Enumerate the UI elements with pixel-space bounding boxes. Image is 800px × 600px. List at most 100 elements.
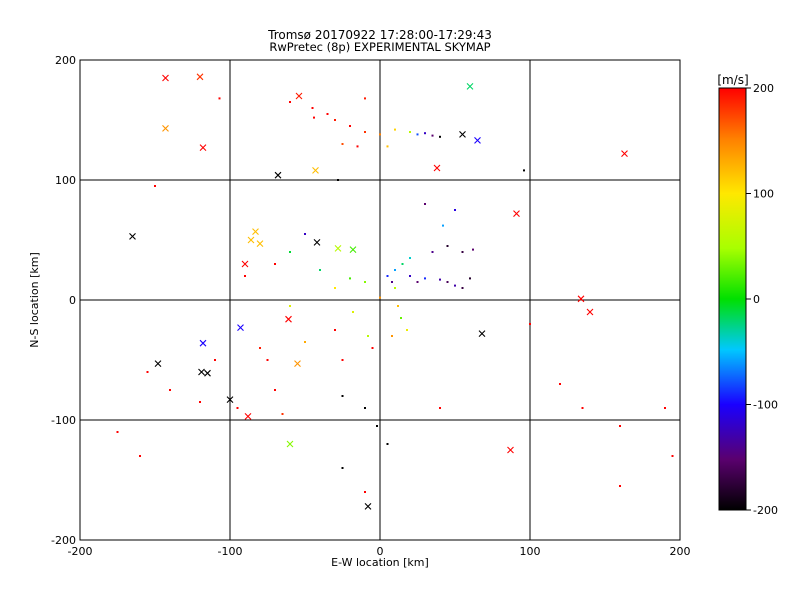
data-point-x (226, 396, 234, 403)
x-tick-label: -100 (218, 545, 243, 558)
data-point-dot (274, 263, 276, 265)
y-tick-label: -200 (51, 534, 76, 547)
x-tick-label: 100 (520, 545, 541, 558)
data-point-x (244, 413, 252, 420)
data-point-x (295, 92, 303, 100)
data-point-dot (337, 179, 339, 181)
data-point-x (274, 171, 282, 179)
x-axis-label: E-W location [km] (331, 556, 429, 569)
data-point-dot (671, 455, 674, 457)
data-point-dot (619, 485, 621, 487)
data-point-dot (397, 305, 399, 307)
data-point-dot (304, 233, 306, 235)
data-point-dot (406, 329, 408, 331)
data-point-x (466, 83, 474, 90)
data-point-dot (364, 491, 366, 493)
colorbar-label: [m/s] (717, 73, 748, 87)
data-point-dot (266, 359, 269, 361)
data-point-dot (169, 389, 171, 391)
data-point-dot (364, 131, 366, 133)
data-point-dot (439, 135, 441, 138)
data-point-x (129, 233, 136, 240)
data-point-dot (446, 281, 449, 283)
data-point-dot (400, 317, 402, 319)
colorbar-tick-label: -100 (753, 399, 778, 412)
data-point-x (252, 228, 259, 235)
data-point-x (459, 131, 466, 138)
data-point-x (478, 330, 486, 337)
data-point-dot (139, 455, 141, 457)
x-tick-labels: -200 -100 0 100 200 (68, 545, 691, 558)
data-point-x (349, 246, 357, 253)
data-point-dot (341, 143, 344, 145)
colorbar-tick-label: 200 (753, 82, 774, 95)
data-point-x (204, 369, 211, 377)
y-tick-label: -100 (51, 414, 76, 427)
data-point-dot (409, 131, 411, 133)
data-point-dot (116, 431, 119, 433)
data-point-dot (391, 281, 393, 283)
colorbar-tick-label: 100 (753, 188, 774, 201)
data-point-dot (439, 278, 441, 281)
data-point-dot (313, 116, 315, 119)
data-point-x (312, 167, 319, 174)
data-point-x (294, 360, 301, 367)
data-point-x (513, 210, 520, 217)
data-point-x (433, 164, 441, 172)
data-point-x (199, 144, 207, 151)
data-point-dot (461, 287, 464, 289)
data-point-dot (349, 125, 351, 127)
colorbar-tick-label: 0 (753, 293, 760, 306)
data-point-dot (386, 443, 389, 445)
data-point-dot (236, 407, 239, 409)
data-point-dot (431, 251, 434, 253)
data-point-x (247, 236, 255, 244)
data-points (116, 73, 674, 510)
data-point-dot (409, 257, 411, 259)
data-point-dot (334, 329, 336, 331)
data-point-dot (326, 113, 329, 115)
data-point-dot (394, 287, 396, 289)
data-point-x (196, 73, 204, 81)
data-point-dot (199, 401, 201, 403)
data-point-dot (281, 413, 284, 415)
data-point-x (621, 150, 628, 157)
data-point-x (162, 74, 169, 82)
plot-grid (80, 60, 680, 540)
data-point-x (586, 308, 594, 316)
y-tick-label: 200 (55, 54, 76, 67)
y-axis-label: N-S location [km] (28, 252, 41, 348)
data-point-dot (394, 128, 396, 131)
data-point-x (198, 368, 205, 376)
data-point-dot (364, 97, 366, 100)
data-point-dot (454, 209, 456, 211)
data-point-x (285, 315, 292, 323)
data-point-dot (379, 133, 381, 136)
data-point-dot (581, 407, 584, 409)
data-point-dot (394, 269, 396, 271)
data-point-dot (442, 224, 444, 227)
data-point-dot (461, 251, 464, 253)
data-point-dot (274, 389, 276, 391)
data-point-dot (431, 134, 434, 137)
data-point-dot (319, 269, 321, 271)
data-point-dot (386, 145, 389, 148)
data-point-dot (424, 277, 426, 280)
data-point-dot (364, 281, 366, 283)
data-point-x (162, 125, 169, 132)
data-point-dot (401, 263, 404, 265)
data-point-x (241, 260, 249, 268)
data-point-x (313, 239, 321, 246)
data-point-dot (619, 425, 621, 427)
data-point-dot (304, 341, 306, 343)
data-point-dot (146, 371, 149, 373)
data-point-dot (472, 248, 474, 251)
data-point-x (286, 440, 294, 448)
data-point-dot (289, 101, 291, 103)
data-point-dot (341, 359, 344, 361)
data-point-dot (559, 383, 561, 385)
colorbar (718, 87, 747, 511)
y-tick-labels: -200 -100 0 100 200 (51, 54, 76, 547)
data-point-dot (352, 311, 354, 313)
